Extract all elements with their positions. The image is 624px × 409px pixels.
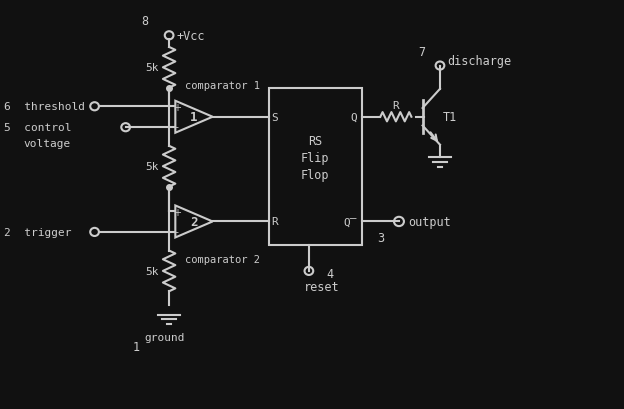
Text: reset: reset (304, 281, 339, 293)
Text: 7: 7 (418, 45, 426, 58)
Text: 8: 8 (141, 15, 149, 28)
Text: -: - (175, 122, 179, 132)
Text: ground: ground (144, 332, 185, 342)
Text: 5  control: 5 control (4, 123, 72, 133)
Text: +Vcc: +Vcc (177, 30, 205, 43)
Text: 5k: 5k (145, 266, 159, 276)
Text: 1: 1 (190, 111, 198, 124)
Text: 3: 3 (378, 231, 384, 245)
Text: 6  threshold: 6 threshold (4, 102, 85, 112)
Text: -: - (175, 226, 179, 236)
Text: R: R (271, 217, 278, 227)
Text: 1: 1 (133, 340, 140, 353)
Text: RS
Flip
Flop: RS Flip Flop (301, 135, 329, 182)
Text: S: S (271, 112, 278, 122)
Text: Q: Q (350, 112, 357, 122)
Text: comparator 1: comparator 1 (185, 81, 260, 90)
Text: output: output (408, 216, 451, 228)
Text: 4: 4 (326, 267, 333, 281)
Text: 5k: 5k (145, 63, 159, 73)
Text: +: + (173, 103, 181, 113)
Text: +: + (173, 208, 181, 218)
Text: 2  trigger: 2 trigger (4, 227, 72, 237)
Text: R: R (392, 101, 399, 111)
Text: 2: 2 (190, 216, 198, 228)
Text: discharge: discharge (447, 55, 512, 68)
Text: voltage: voltage (23, 139, 71, 148)
Text: 5k: 5k (145, 162, 159, 172)
Text: T1: T1 (442, 111, 457, 124)
Text: Q̅: Q̅ (343, 217, 357, 227)
Text: comparator 2: comparator 2 (185, 255, 260, 265)
